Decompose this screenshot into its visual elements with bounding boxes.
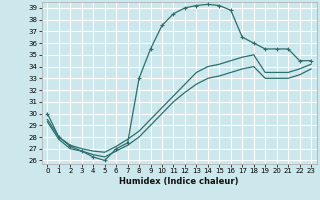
X-axis label: Humidex (Indice chaleur): Humidex (Indice chaleur) [119, 177, 239, 186]
